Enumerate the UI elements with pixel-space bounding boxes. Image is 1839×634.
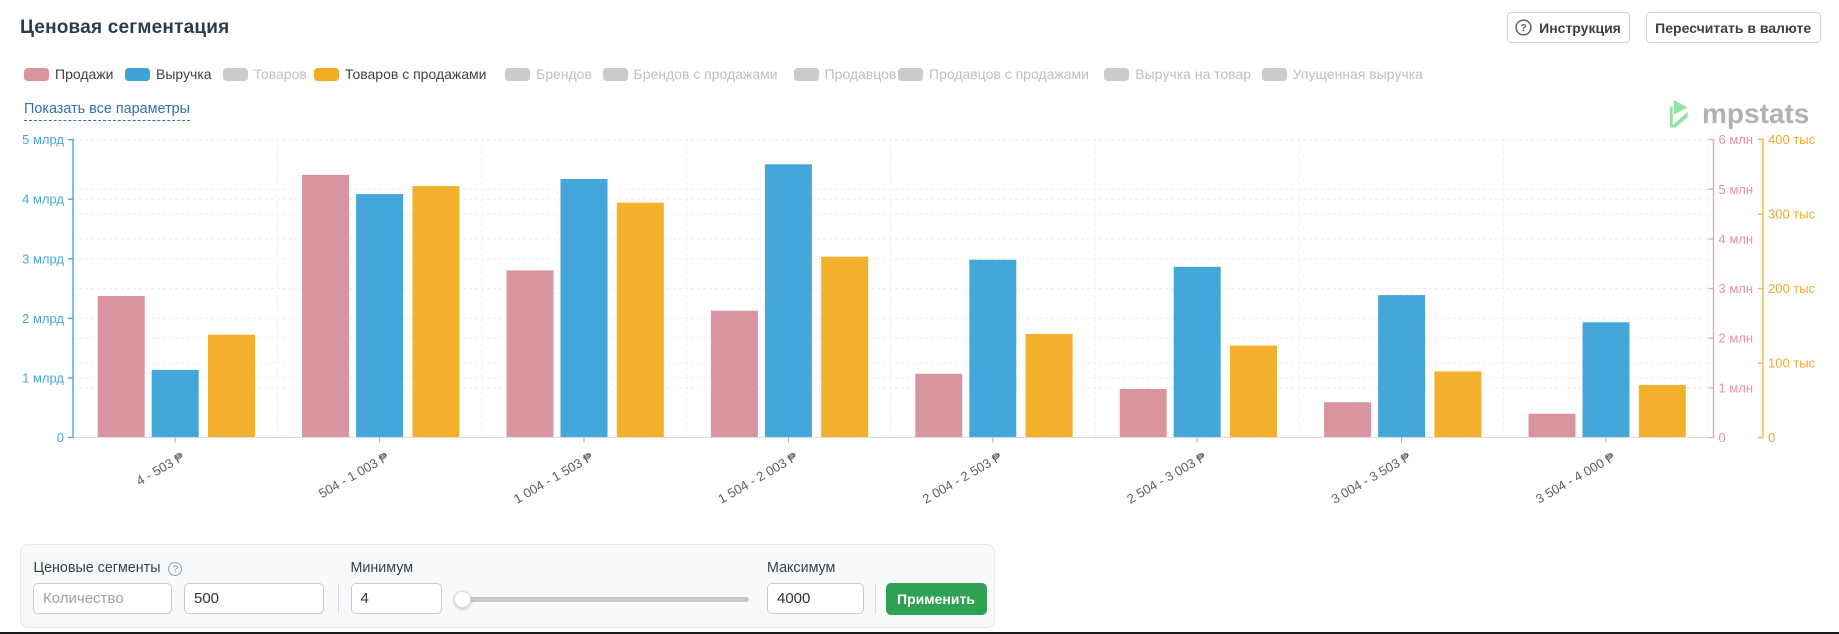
svg-text:3 млрд: 3 млрд bbox=[22, 251, 64, 266]
svg-text:2 млн: 2 млн bbox=[1719, 331, 1754, 346]
svg-text:5 млрд: 5 млрд bbox=[22, 132, 64, 147]
svg-text:504 - 1 003 ₱: 504 - 1 003 ₱ bbox=[316, 449, 391, 501]
svg-text:1 004 - 1 503 ₱: 1 004 - 1 503 ₱ bbox=[511, 449, 596, 507]
svg-text:?: ? bbox=[1521, 23, 1527, 34]
svg-text:4 млн: 4 млн bbox=[1719, 231, 1754, 246]
svg-text:1 504 - 2 003 ₱: 1 504 - 2 003 ₱ bbox=[715, 449, 800, 507]
svg-text:1 млн: 1 млн bbox=[1719, 380, 1754, 395]
svg-text:3 504 - 4 000 ₱: 3 504 - 4 000 ₱ bbox=[1533, 449, 1618, 507]
svg-text:2 504 - 3 003 ₱: 2 504 - 3 003 ₱ bbox=[1124, 449, 1209, 507]
svg-text:400 тыс: 400 тыс bbox=[1768, 132, 1816, 147]
svg-text:1 млрд: 1 млрд bbox=[22, 370, 64, 385]
svg-text:0: 0 bbox=[57, 430, 64, 445]
svg-text:3 004 - 3 503 ₱: 3 004 - 3 503 ₱ bbox=[1329, 449, 1414, 507]
svg-text:6 млн: 6 млн bbox=[1719, 132, 1754, 147]
svg-text:5 млн: 5 млн bbox=[1719, 182, 1754, 197]
svg-text:0: 0 bbox=[1768, 430, 1775, 445]
svg-text:4 млрд: 4 млрд bbox=[22, 192, 64, 207]
svg-text:200 тыс: 200 тыс bbox=[1768, 281, 1816, 296]
svg-text:300 тыс: 300 тыс bbox=[1768, 207, 1816, 222]
svg-text:2 млрд: 2 млрд bbox=[22, 311, 64, 326]
svg-text:4 - 503 ₱: 4 - 503 ₱ bbox=[134, 449, 187, 489]
svg-text:0: 0 bbox=[1719, 430, 1726, 445]
svg-text:2 004 - 2 503 ₱: 2 004 - 2 503 ₱ bbox=[920, 449, 1005, 507]
svg-text:3 млн: 3 млн bbox=[1719, 281, 1754, 296]
svg-text:100 тыс: 100 тыс bbox=[1768, 356, 1816, 371]
